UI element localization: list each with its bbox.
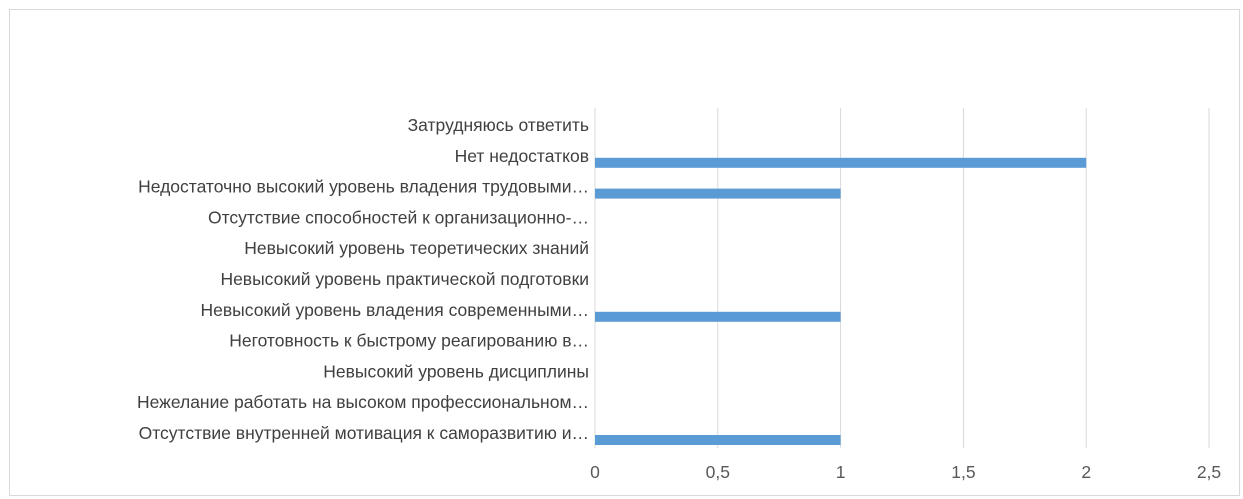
category-labels: Затрудняюсь ответить Нет недостатков Недос… — [137, 115, 589, 443]
bar — [595, 157, 1087, 168]
bars — [595, 157, 1087, 445]
category-label: Неготовность к быстрому реагированию в… — [229, 331, 589, 351]
x-tick-label: 2,5 — [1197, 462, 1221, 482]
category-label: Невысокий уровень теоретических знаний — [244, 238, 589, 258]
bar — [595, 311, 841, 322]
x-tick-label: 1,5 — [951, 462, 975, 482]
category-label: Недостаточно высокий уровень владения тр… — [138, 177, 589, 197]
chart-frame — [9, 9, 1240, 496]
category-label: Отсутствие внутренней мотивация к самора… — [139, 423, 589, 443]
bar — [595, 188, 841, 199]
category-label: Нежелание работать на высоком профессион… — [137, 392, 589, 412]
category-label: Затрудняюсь ответить — [408, 115, 589, 135]
x-tick-label: 0,5 — [706, 462, 730, 482]
x-tick-labels: 0 0,5 1 1,5 2 2,5 — [590, 462, 1221, 482]
category-label: Невысокий уровень дисциплины — [323, 361, 589, 381]
bar — [595, 435, 841, 445]
category-label: Невысокий уровень владения современными… — [201, 300, 589, 320]
category-label: Нет недостатков — [455, 146, 589, 166]
category-label: Отсутствие способностей к организационно… — [208, 207, 589, 227]
x-tick-label: 0 — [590, 462, 600, 482]
x-tick-label: 1 — [836, 462, 846, 482]
category-label: Невысокий уровень практической подготовк… — [220, 269, 589, 289]
x-tick-label: 2 — [1081, 462, 1091, 482]
